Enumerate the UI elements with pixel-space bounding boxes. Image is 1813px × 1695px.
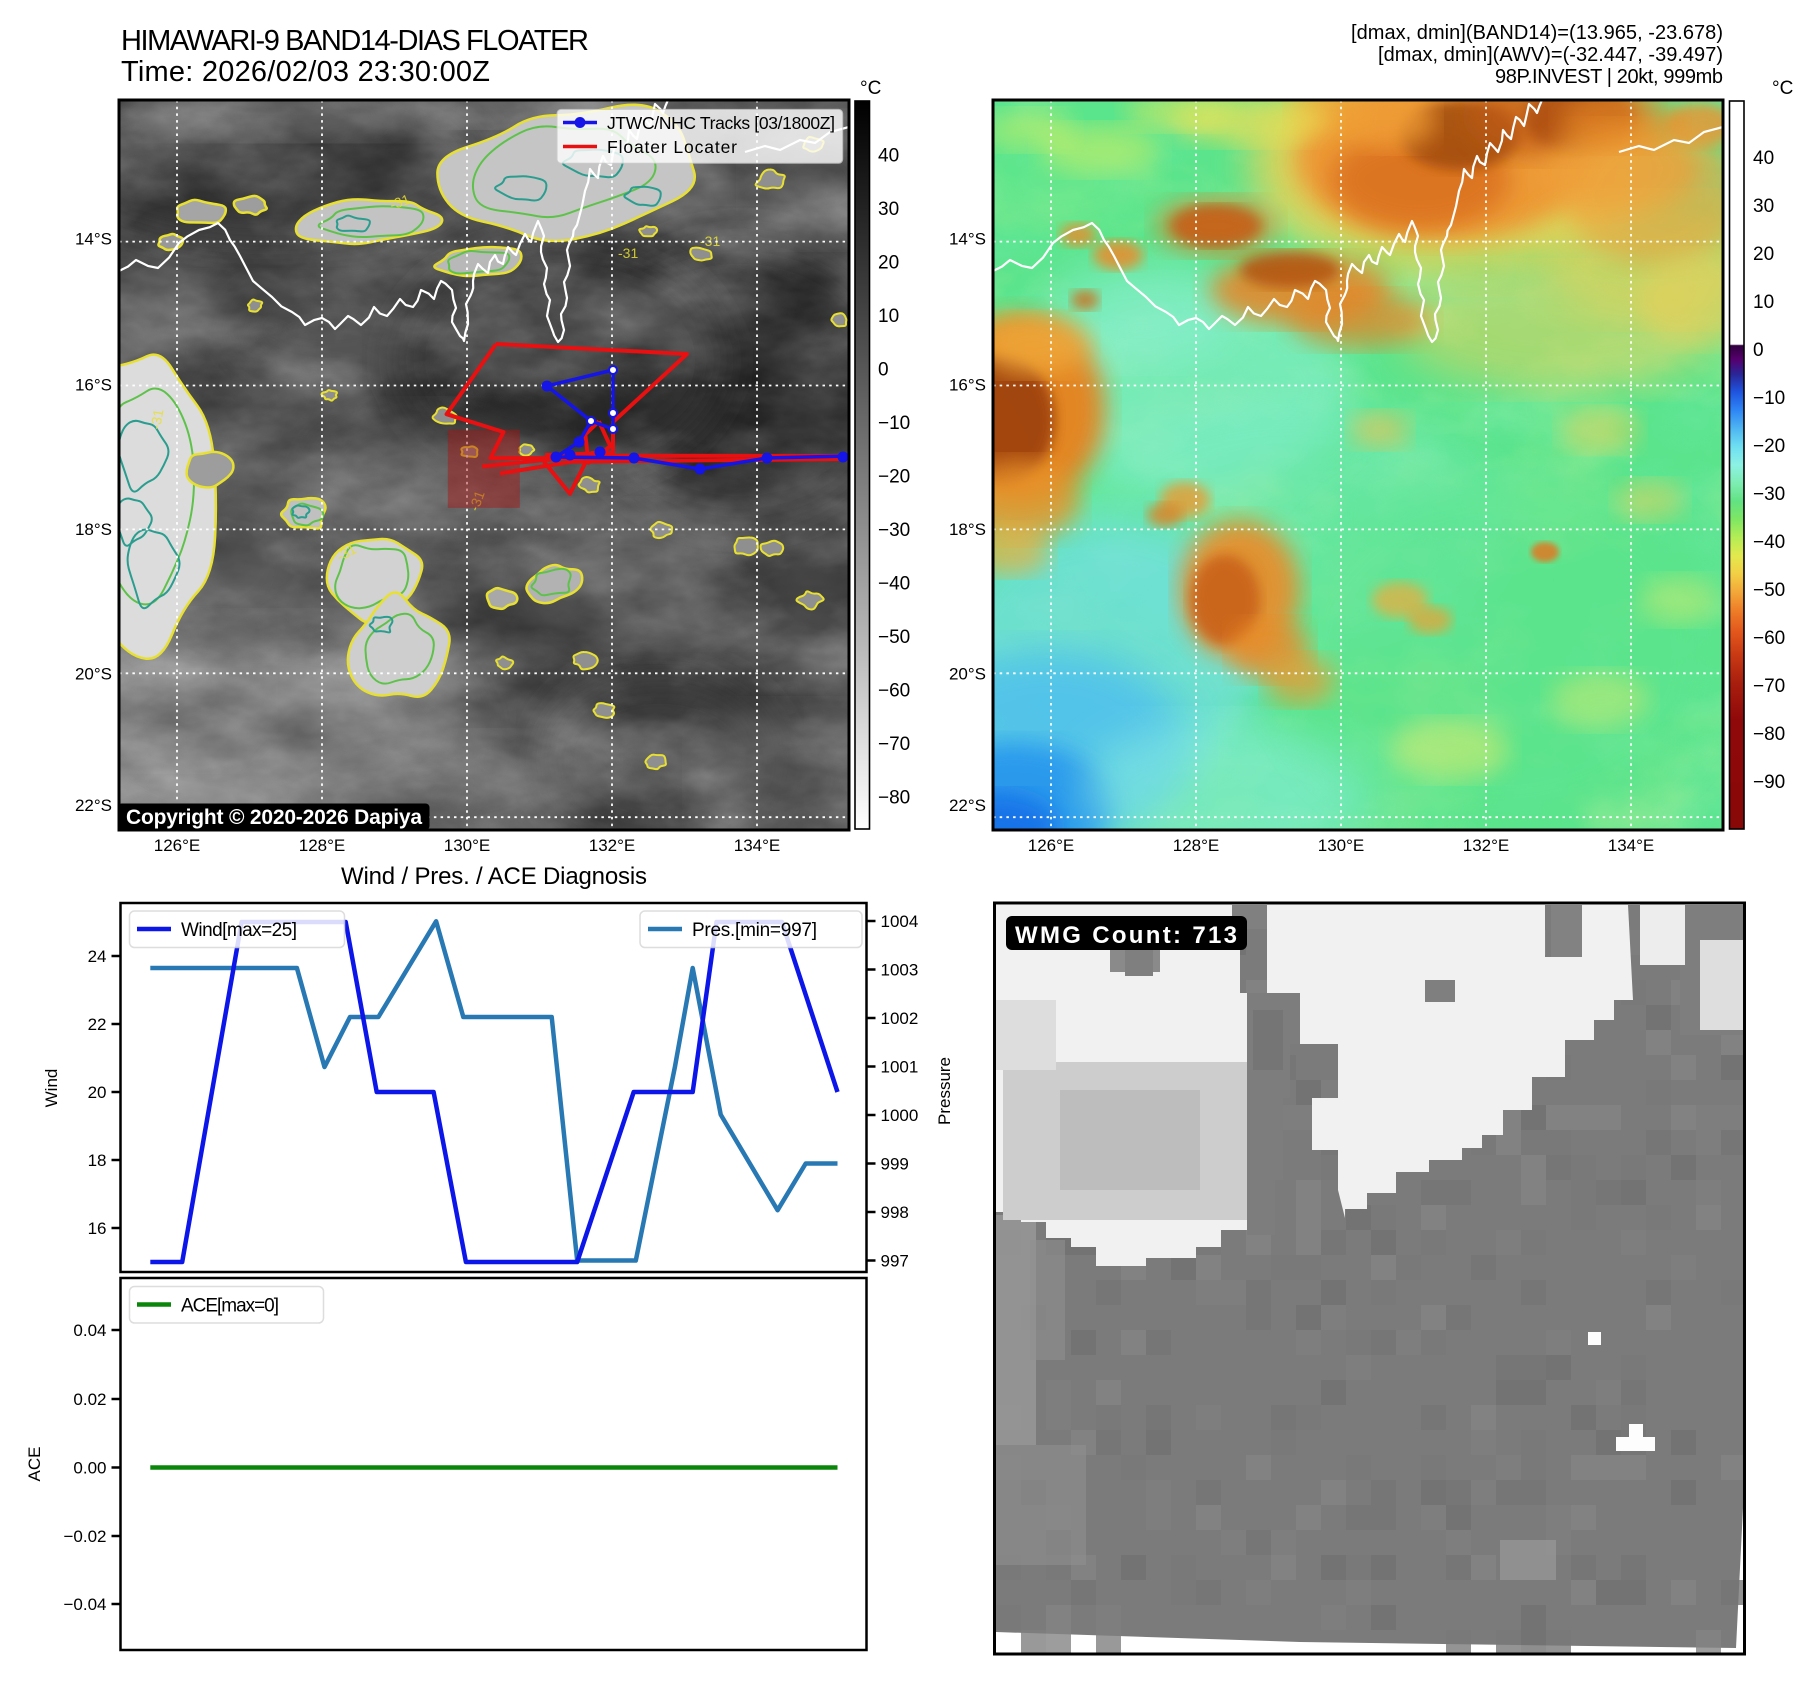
svg-text:10: 10 [1753,292,1774,313]
svg-text:22: 22 [88,1015,107,1034]
svg-text:−10: −10 [878,413,910,434]
svg-text:16°S: 16°S [949,375,986,394]
svg-text:126°E: 126°E [154,836,201,855]
svg-text:-31: -31 [147,408,166,431]
svg-text:20°S: 20°S [949,665,986,684]
svg-text:−80: −80 [878,788,910,809]
svg-text:Wind / Pres. / ACE Diagnosis: Wind / Pres. / ACE Diagnosis [341,863,647,890]
svg-text:130°E: 130°E [1318,836,1365,855]
svg-text:0.00: 0.00 [73,1459,106,1478]
svg-text:−0.02: −0.02 [63,1527,106,1546]
svg-text:Wind[max=25]: Wind[max=25] [181,920,297,941]
svg-text:1001: 1001 [881,1058,919,1077]
svg-text:Wind: Wind [42,1069,61,1108]
svg-text:40: 40 [1753,148,1774,169]
svg-text:−30: −30 [1753,484,1785,505]
svg-text:130°E: 130°E [444,836,491,855]
svg-text:20°S: 20°S [75,665,112,684]
svg-text:1002: 1002 [881,1009,919,1028]
svg-text:16: 16 [88,1219,107,1238]
svg-text:−10: −10 [1753,388,1785,409]
svg-text:−30: −30 [878,520,910,541]
svg-text:0: 0 [1753,340,1764,361]
svg-text:30: 30 [878,199,899,220]
svg-text:20: 20 [88,1083,107,1102]
svg-text:40: 40 [878,146,899,167]
svg-text:−50: −50 [1753,580,1785,601]
svg-text:−40: −40 [878,574,910,595]
svg-text:132°E: 132°E [589,836,636,855]
svg-text:134°E: 134°E [1608,836,1655,855]
svg-text:14°S: 14°S [75,229,112,248]
svg-text:0: 0 [878,360,889,381]
svg-text:−70: −70 [1753,676,1785,697]
svg-text:°C: °C [860,78,881,99]
svg-text:128°E: 128°E [1173,836,1220,855]
svg-text:-31: -31 [388,191,413,213]
svg-text:-31: -31 [466,488,488,513]
svg-text:−60: −60 [878,681,910,702]
svg-text:WMG Count: 713: WMG Count: 713 [1015,922,1237,949]
svg-text:997: 997 [881,1252,909,1271]
svg-text:126°E: 126°E [1028,836,1075,855]
svg-text:−70: −70 [878,734,910,755]
svg-text:132°E: 132°E [1463,836,1510,855]
svg-text:18: 18 [88,1151,107,1170]
svg-text:999: 999 [881,1155,909,1174]
svg-text:10: 10 [878,306,899,327]
svg-text:JTWC/NHC Tracks [03/1800Z]: JTWC/NHC Tracks [03/1800Z] [607,113,835,133]
svg-text:24: 24 [88,947,107,966]
svg-text:14°S: 14°S [949,229,986,248]
svg-text:18°S: 18°S [75,520,112,539]
svg-text:HIMAWARI-9 BAND14-DIAS FLOATER: HIMAWARI-9 BAND14-DIAS FLOATER [121,25,589,57]
svg-text:Floater Locater: Floater Locater [607,137,737,157]
svg-text:134°E: 134°E [734,836,781,855]
svg-text:−40: −40 [1753,532,1785,553]
svg-text:−20: −20 [878,467,910,488]
svg-text:Time: 2026/02/03 23:30:00Z: Time: 2026/02/03 23:30:00Z [121,56,490,88]
svg-text:−80: −80 [1753,724,1785,745]
svg-text:−90: −90 [1753,772,1785,793]
svg-text:−20: −20 [1753,436,1785,457]
svg-text:20: 20 [1753,244,1774,265]
svg-text:−0.04: −0.04 [63,1595,106,1614]
svg-text:ACE[max=0]: ACE[max=0] [181,1296,279,1317]
svg-text:998: 998 [881,1203,909,1222]
svg-text:−60: −60 [1753,628,1785,649]
svg-text:98P.INVEST | 20kt, 999mb: 98P.INVEST | 20kt, 999mb [1495,66,1723,88]
svg-text:ACE: ACE [25,1447,44,1482]
svg-text:1003: 1003 [881,961,919,980]
svg-text:18°S: 18°S [949,520,986,539]
svg-text:0.02: 0.02 [73,1390,106,1409]
svg-text:1000: 1000 [881,1106,919,1125]
svg-text:128°E: 128°E [299,836,346,855]
svg-text:20: 20 [878,253,899,274]
svg-text:0.04: 0.04 [73,1321,106,1340]
svg-text:22°S: 22°S [75,796,112,815]
svg-text:1004: 1004 [881,912,919,931]
svg-text:°C: °C [1772,78,1793,99]
svg-text:[dmax, dmin](BAND14)=(13.965,: [dmax, dmin](BAND14)=(13.965, -23.678) [1351,22,1723,44]
svg-text:16°S: 16°S [75,375,112,394]
svg-text:Pressure: Pressure [935,1057,954,1125]
svg-text:Copyright © 2020-2026 Dapiya: Copyright © 2020-2026 Dapiya [126,806,422,829]
svg-text:[dmax, dmin](AWV)=(-32.447, -3: [dmax, dmin](AWV)=(-32.447, -39.497) [1378,44,1723,66]
svg-text:−50: −50 [878,627,910,648]
svg-text:22°S: 22°S [949,796,986,815]
svg-text:Pres.[min=997]: Pres.[min=997] [692,920,817,941]
svg-text:-31: -31 [618,245,638,261]
svg-text:30: 30 [1753,196,1774,217]
